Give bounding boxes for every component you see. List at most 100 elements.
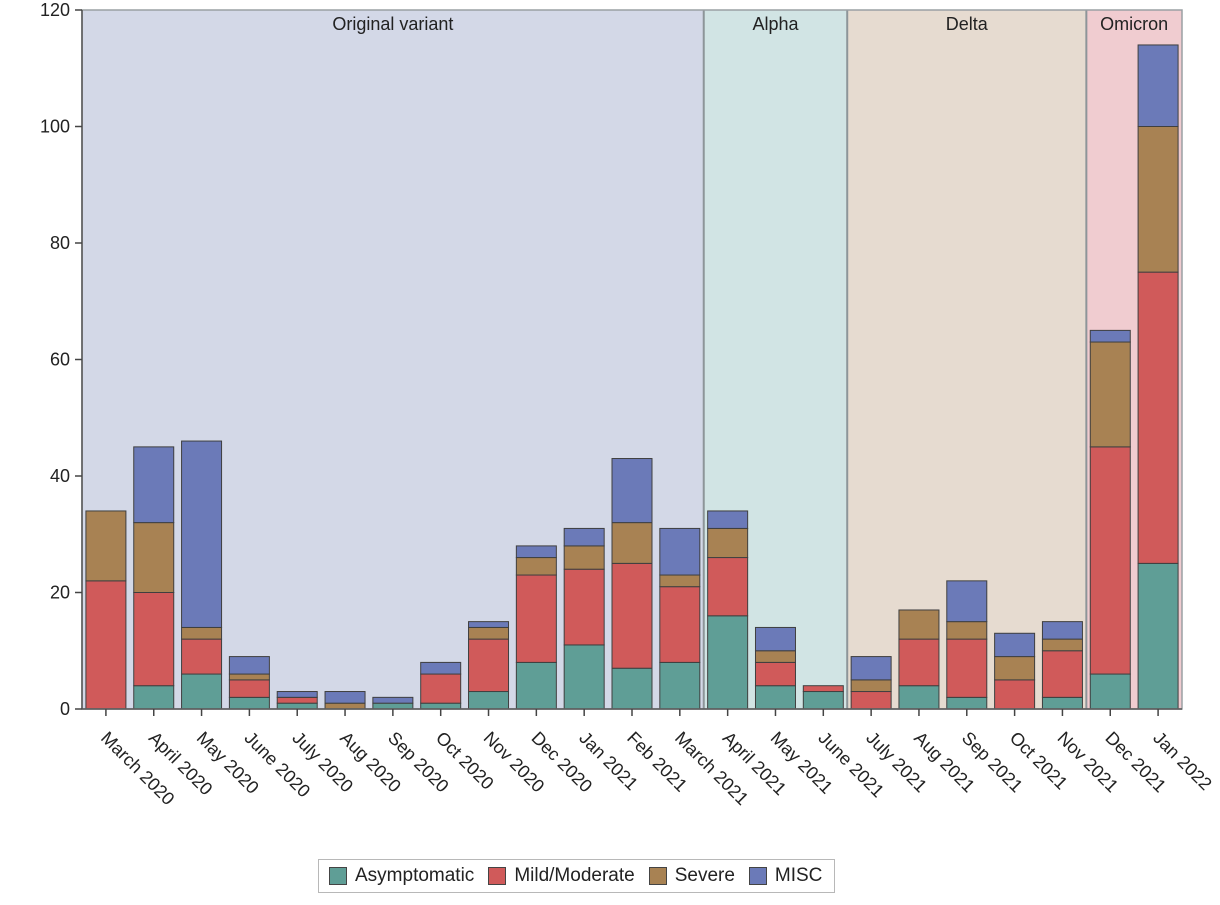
bar-misc-jan-2022 [1137,44,1179,128]
bar-asymptomatic-feb-2021 [611,667,653,710]
bar-asymptomatic-april-2020 [133,685,175,710]
bar-mild-moderate-jan-2021 [563,568,605,646]
period-band-original-variant [82,10,704,709]
bar-misc-dec-2020 [515,545,557,559]
bar-severe-july-2021 [850,679,892,693]
bar-misc-sep-2021 [946,580,988,623]
legend-swatch-mild-moderate [488,867,507,885]
bar-misc-nov-2020 [468,621,510,628]
legend-swatch-misc [748,867,767,885]
bar-misc-nov-2021 [1041,621,1083,640]
legend-swatch-asymptomatic [329,867,347,885]
bar-misc-april-2020 [133,446,175,524]
y-tick-label-60: 60 [50,350,70,370]
bar-mild-moderate-jan-2022 [1137,271,1179,564]
bar-severe-may-2020 [181,626,223,640]
bar-severe-april-2021 [707,527,749,559]
bar-mild-moderate-march-2021 [659,586,701,663]
legend: Asymptomatic Mild/Moderate Severe MISC [318,859,836,893]
bar-asymptomatic-jan-2022 [1137,562,1179,710]
bar-mild-moderate-july-2021 [850,691,892,710]
bar-mild-moderate-july-2020 [276,696,318,704]
bar-asymptomatic-aug-2021 [898,685,940,710]
bar-severe-march-2020 [85,510,127,582]
legend-label-mild-moderate: Mild/Moderate [514,865,635,886]
legend-label-asymptomatic: Asymptomatic [355,865,475,886]
bar-misc-may-2021 [754,626,796,652]
bar-severe-aug-2021 [898,609,940,640]
bar-mild-moderate-june-2021 [802,685,844,693]
bar-severe-dec-2020 [515,557,557,576]
bar-misc-feb-2021 [611,458,653,524]
bar-asymptomatic-june-2021 [802,691,844,710]
legend-item-misc: MISC [748,865,823,887]
bar-asymptomatic-april-2021 [707,615,749,710]
bar-misc-jan-2021 [563,527,605,547]
bar-mild-moderate-oct-2021 [994,679,1036,710]
bar-mild-moderate-feb-2021 [611,562,653,669]
bar-misc-july-2020 [276,691,318,698]
bar-mild-moderate-aug-2021 [898,638,940,687]
bar-asymptomatic-dec-2020 [515,661,557,710]
bar-mild-moderate-april-2020 [133,592,175,687]
bar-misc-sep-2020 [372,696,414,704]
period-label-omicron: Omicron [1100,14,1168,34]
legend-item-asymptomatic: Asymptomatic [329,865,474,887]
bar-mild-moderate-june-2020 [228,679,270,698]
y-tick-label-20: 20 [50,583,70,603]
bar-asymptomatic-oct-2020 [420,702,462,710]
bar-mild-moderate-sep-2021 [946,638,988,698]
bar-misc-aug-2020 [324,691,366,704]
bar-asymptomatic-june-2020 [228,696,270,710]
bar-misc-april-2021 [707,510,749,529]
legend-label-misc: MISC [774,865,823,886]
bar-asymptomatic-nov-2021 [1041,696,1083,710]
bar-severe-march-2021 [659,574,701,588]
bar-asymptomatic-nov-2020 [468,691,510,710]
bar-severe-april-2020 [133,522,175,593]
bar-misc-oct-2020 [420,661,462,675]
bar-severe-nov-2020 [468,626,510,640]
bar-severe-sep-2021 [946,621,988,640]
bar-asymptomatic-july-2020 [276,702,318,710]
y-tick-label-120: 120 [40,0,70,20]
bar-mild-moderate-nov-2020 [468,638,510,693]
bar-asymptomatic-sep-2020 [372,702,414,710]
bar-asymptomatic-sep-2021 [946,696,988,710]
bar-mild-moderate-dec-2021 [1089,446,1131,675]
bar-mild-moderate-may-2020 [181,638,223,675]
bar-asymptomatic-may-2021 [754,685,796,710]
legend-item-severe: Severe [648,865,735,887]
period-label-delta: Delta [946,14,989,34]
bar-misc-may-2020 [181,440,223,628]
bar-severe-june-2020 [228,673,270,681]
y-tick-label-40: 40 [50,466,70,486]
bar-mild-moderate-may-2021 [754,661,796,687]
y-tick-label-100: 100 [40,117,70,137]
bar-mild-moderate-april-2021 [707,557,749,617]
period-label-alpha: Alpha [752,14,799,34]
bar-asymptomatic-may-2020 [181,673,223,710]
legend-item-mild-moderate: Mild/Moderate [488,865,635,887]
bar-misc-july-2021 [850,656,892,681]
period-label-original-variant: Original variant [332,14,453,34]
bar-severe-aug-2020 [324,702,366,710]
bar-asymptomatic-jan-2021 [563,644,605,710]
bar-severe-feb-2021 [611,522,653,564]
bar-misc-dec-2021 [1089,329,1131,343]
bar-asymptomatic-dec-2021 [1089,673,1131,710]
bar-misc-march-2021 [659,527,701,576]
legend-swatch-severe [648,867,667,885]
bar-severe-dec-2021 [1089,341,1131,448]
bar-severe-may-2021 [754,650,796,663]
bar-mild-moderate-nov-2021 [1041,650,1083,698]
legend-label-severe: Severe [674,865,735,886]
bar-severe-jan-2021 [563,545,605,570]
bar-severe-oct-2021 [994,656,1036,681]
y-tick-label-80: 80 [50,233,70,253]
bar-misc-june-2020 [228,656,270,675]
bar-severe-nov-2021 [1041,638,1083,652]
bar-mild-moderate-oct-2020 [420,673,462,704]
